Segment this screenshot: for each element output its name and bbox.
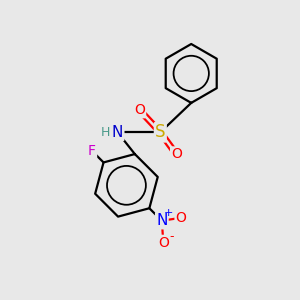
Text: +: + [164,208,173,218]
Text: O: O [134,103,145,117]
Text: N: N [156,213,167,228]
Text: S: S [155,123,166,141]
Text: O: O [158,236,169,250]
Text: O: O [171,147,182,161]
Text: N: N [112,125,123,140]
Text: F: F [88,144,96,158]
Text: H: H [100,126,110,139]
Text: -: - [169,230,174,243]
Text: O: O [176,211,186,225]
